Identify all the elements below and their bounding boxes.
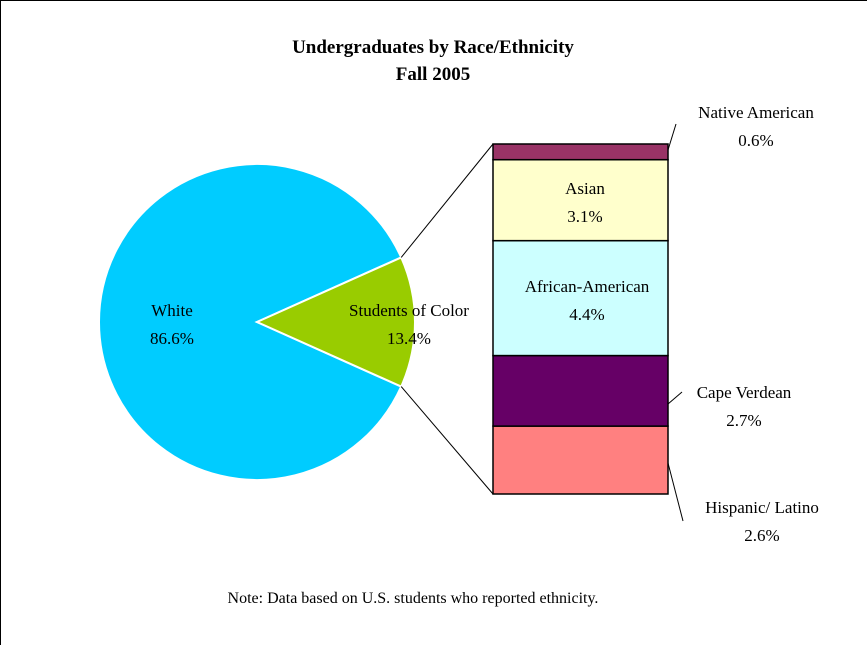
bar-value-cape-verdean: 2.7% bbox=[726, 411, 761, 430]
bar-segment-native-american bbox=[492, 143, 669, 161]
bar-value-asian: 3.1% bbox=[567, 207, 602, 226]
connector-bottom bbox=[400, 386, 494, 495]
bar-value-native-american: 0.6% bbox=[738, 131, 773, 150]
chart-title: Undergraduates by Race/Ethnicity bbox=[292, 37, 574, 58]
bar-label-asian: Asian bbox=[565, 179, 605, 198]
pie-value-students-of-color: 13.4% bbox=[387, 329, 431, 348]
pie-slice-white bbox=[98, 163, 403, 481]
pie-label-white: White bbox=[151, 301, 193, 320]
bar-label-native-american: Native American bbox=[698, 103, 814, 122]
bar-value-hispanic-latino: 2.6% bbox=[744, 526, 779, 545]
chart-subtitle: Fall 2005 bbox=[396, 64, 470, 85]
bar-segment-hispanic-latino bbox=[492, 425, 669, 495]
pie-slice-students-of-color bbox=[254, 256, 416, 388]
bar-label-cape-verdean: Cape Verdean bbox=[697, 383, 792, 402]
leader-line-native-american bbox=[667, 123, 677, 151]
bar-segment-cape-verdean bbox=[492, 354, 669, 427]
pie-chart: White 86.6% Students of Color 13.4% bbox=[98, 163, 469, 481]
leader-line-hispanic-latino bbox=[667, 462, 684, 522]
pie-to-bar-connectors bbox=[400, 143, 494, 495]
pie-label-students-of-color: Students of Color bbox=[349, 301, 469, 320]
bar-value-african-american: 4.4% bbox=[569, 305, 604, 324]
pie-value-white: 86.6% bbox=[150, 329, 194, 348]
bar-label-hispanic-latino: Hispanic/ Latino bbox=[705, 498, 819, 517]
connector-top bbox=[400, 143, 494, 258]
breakdown-bar bbox=[492, 143, 669, 495]
bar-label-african-american: African-American bbox=[525, 277, 650, 296]
breakdown-labels: Asian 3.1% African-American 4.4% Native Amer… bbox=[525, 103, 819, 545]
chart-note: Note: Data based on U.S. students who re… bbox=[228, 590, 599, 607]
bar-segment-asian bbox=[492, 158, 669, 242]
bar-segment-african-american bbox=[492, 239, 669, 357]
leader-line-cape-verdean bbox=[667, 391, 683, 405]
